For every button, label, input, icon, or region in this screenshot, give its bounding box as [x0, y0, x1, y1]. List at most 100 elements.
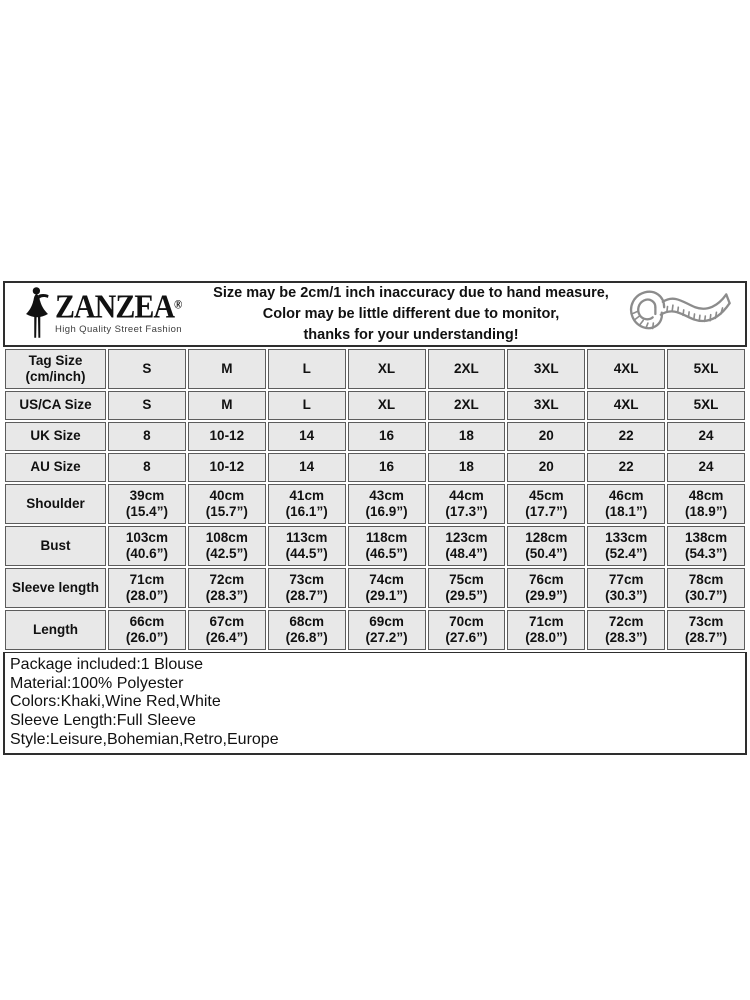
size-value-cell: 45cm (17.7”): [507, 484, 586, 524]
product-info-line: Sleeve Length:Full Sleeve: [10, 712, 196, 730]
size-value-cell: 72cm (28.3”): [587, 610, 666, 650]
size-value-cell: 16: [347, 422, 426, 451]
size-value-cell: 24: [667, 422, 745, 451]
size-value-cell: 24: [667, 453, 745, 482]
size-value-cell: 77cm (30.3”): [587, 568, 666, 608]
size-value-cell: 73cm (28.7”): [267, 568, 346, 608]
brand-wordmark: ZANZEA®: [55, 290, 182, 324]
size-value-cell: 14: [267, 422, 346, 451]
product-info-line: Style:Leisure,Bohemian,Retro,Europe: [10, 730, 279, 748]
size-value-cell: 78cm (30.7”): [667, 568, 745, 608]
size-table-rows: Tag Size (cm/inch) S M L XL 2XL 3XL 4XL 5XL US/CA …: [5, 349, 745, 650]
size-value-cell: L: [267, 349, 346, 389]
size-value-cell: 72cm (28.3”): [187, 568, 266, 608]
size-value-cell: 71cm (28.0”): [108, 568, 186, 608]
size-value-cell: 133cm (52.4”): [587, 526, 666, 566]
size-table-row: Shoulder 39cm (15.4”) 40cm (15.7”) 41cm (16.1”…: [5, 484, 745, 524]
size-value-cell: 68cm (26.8”): [267, 610, 346, 650]
size-value-cell: 4XL: [587, 349, 666, 389]
size-value-cell: XL: [347, 391, 426, 420]
size-value-cell: 46cm (18.1”): [587, 484, 666, 524]
size-value-cell: 3XL: [507, 349, 586, 389]
size-value-cell: 39cm (15.4”): [108, 484, 186, 524]
size-value-cell: 113cm (44.5”): [267, 526, 346, 566]
size-value-cell: 22: [587, 422, 666, 451]
size-value-cell: 74cm (29.1”): [347, 568, 426, 608]
size-value-cell: 10-12: [187, 453, 266, 482]
size-value-cell: 73cm (28.7”): [667, 610, 745, 650]
size-row-label: AU Size: [5, 453, 106, 482]
size-value-cell: S: [108, 391, 186, 420]
size-row-label: UK Size: [5, 422, 106, 451]
size-value-cell: 10-12: [187, 422, 266, 451]
tape-measure-icon: [623, 285, 735, 343]
size-value-cell: 41cm (16.1”): [267, 484, 346, 524]
size-value-cell: 18: [427, 422, 506, 451]
size-row-label: Sleeve length: [5, 568, 106, 608]
disclaimer-line: Size may be 2cm/1 inch inaccuracy due to…: [213, 284, 609, 301]
size-table-row: AU Size 8 10-12 14 16 18 20 22 24: [5, 453, 745, 482]
size-value-cell: 3XL: [507, 391, 586, 420]
product-info: Package included:1 Blouse Material:100% P…: [3, 652, 747, 755]
size-value-cell: 20: [507, 422, 586, 451]
registered-trademark: ®: [174, 297, 183, 312]
measurement-disclaimer: Size may be 2cm/1 inch inaccuracy due to…: [199, 283, 623, 346]
size-table-row: Sleeve length 71cm (28.0”) 72cm (28.3”) 73cm(…: [5, 568, 745, 608]
size-value-cell: 69cm (27.2”): [347, 610, 426, 650]
size-value-cell: 8: [108, 422, 186, 451]
size-table-row: Length 66cm (26.0”) 67cm (26.4”) 68cm (26.8”) 6…: [5, 610, 745, 650]
product-info-line: Colors:Khaki,Wine Red,White: [10, 693, 221, 711]
size-value-cell: 2XL: [427, 349, 506, 389]
product-info-line: Package included:1 Blouse: [10, 656, 204, 673]
size-value-cell: M: [187, 391, 266, 420]
size-value-cell: 14: [267, 453, 346, 482]
size-value-cell: 22: [587, 453, 666, 482]
size-value-cell: 40cm (15.7”): [187, 484, 266, 524]
size-value-cell: 4XL: [587, 391, 666, 420]
disclaimer-line: Color may be little different due to mon…: [262, 305, 560, 322]
size-value-cell: L: [267, 391, 346, 420]
product-info-line: Material:100% Polyester: [10, 674, 184, 692]
size-value-cell: 70cm (27.6”): [427, 610, 506, 650]
brand-name: ZANZEA: [55, 287, 175, 325]
size-value-cell: 103cm (40.6”): [108, 526, 186, 566]
size-chart-sheet: ZANZEA® High Quality Street Fashion Size…: [3, 281, 747, 755]
size-value-cell: 67cm (26.4”): [187, 610, 266, 650]
size-table-row: Bust 103cm (40.6”) 108cm (42.5”) 113cm (44.5”)…: [5, 526, 745, 566]
size-value-cell: 16: [347, 453, 426, 482]
size-value-cell: 8: [108, 453, 186, 482]
size-value-cell: 75cm (29.5”): [427, 568, 506, 608]
size-value-cell: M: [187, 349, 266, 389]
size-value-cell: 76cm (29.9”): [507, 568, 586, 608]
brand-logo: ZANZEA® High Quality Street Fashion: [21, 286, 199, 342]
size-table: Tag Size (cm/inch) S M L XL 2XL 3XL 4XL 5XL US/CA …: [3, 347, 747, 652]
size-value-cell: 48cm (18.9”): [667, 484, 745, 524]
size-row-label: Bust: [5, 526, 106, 566]
size-row-label: US/CA Size: [5, 391, 106, 420]
size-row-label: Shoulder: [5, 484, 106, 524]
size-value-cell: 43cm (16.9”): [347, 484, 426, 524]
brand-tagline: High Quality Street Fashion: [55, 323, 182, 335]
size-value-cell: 128cm (50.4”): [507, 526, 586, 566]
size-value-cell: XL: [347, 349, 426, 389]
size-value-cell: 123cm (48.4”): [427, 526, 506, 566]
size-value-cell: 18: [427, 453, 506, 482]
woman-silhouette-icon: [26, 287, 49, 338]
size-value-cell: 71cm (28.0”): [507, 610, 586, 650]
size-value-cell: 118cm (46.5”): [347, 526, 426, 566]
size-table-row: Tag Size (cm/inch) S M L XL 2XL 3XL 4XL 5XL: [5, 349, 745, 389]
header-band: ZANZEA® High Quality Street Fashion Size…: [3, 281, 747, 347]
size-value-cell: 2XL: [427, 391, 506, 420]
size-value-cell: 20: [507, 453, 586, 482]
size-value-cell: 108cm (42.5”): [187, 526, 266, 566]
disclaimer-line: thanks for your understanding!: [303, 326, 519, 343]
size-row-label: Tag Size (cm/inch): [5, 349, 106, 389]
size-table-row: UK Size 8 10-12 14 16 18 20 22 24: [5, 422, 745, 451]
size-value-cell: 66cm (26.0”): [108, 610, 186, 650]
size-value-cell: 5XL: [667, 391, 745, 420]
size-row-label: Length: [5, 610, 106, 650]
brand-text: ZANZEA® High Quality Street Fashion: [55, 290, 182, 335]
size-table-row: US/CA Size S M L XL 2XL 3XL 4XL 5XL: [5, 391, 745, 420]
size-value-cell: 138cm (54.3”): [667, 526, 745, 566]
size-value-cell: 5XL: [667, 349, 745, 389]
